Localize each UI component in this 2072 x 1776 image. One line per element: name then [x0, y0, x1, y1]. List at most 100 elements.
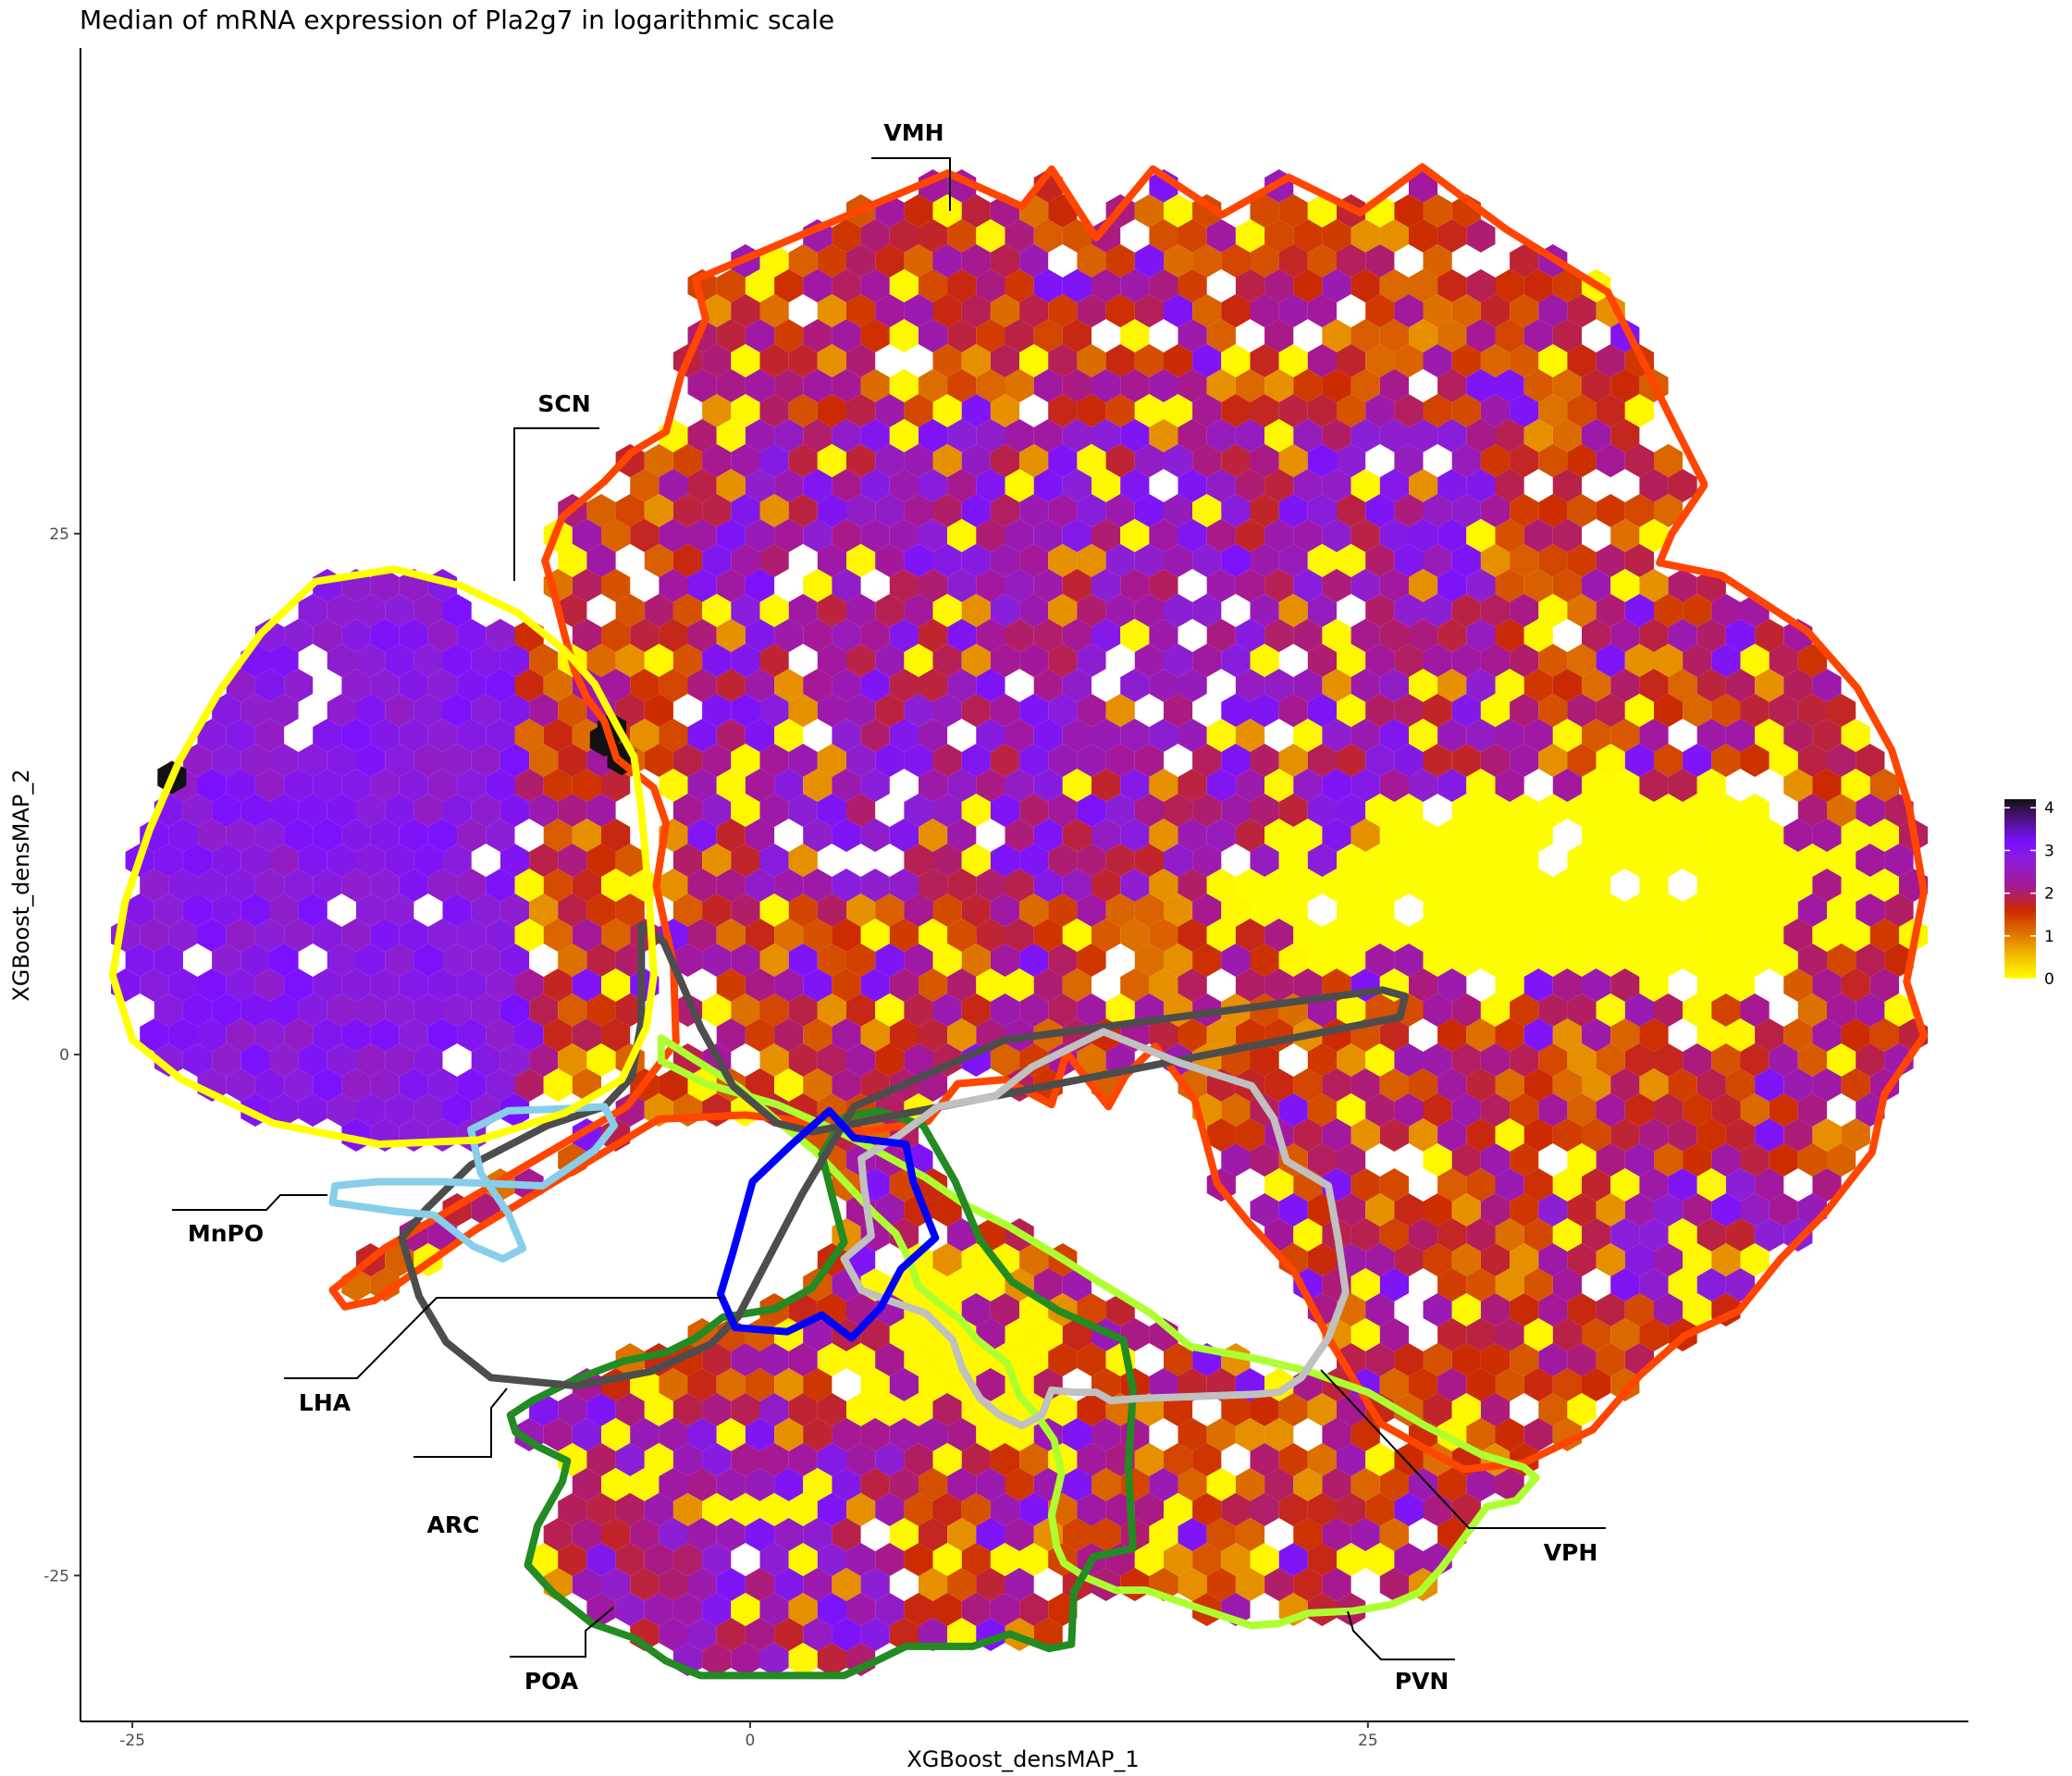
hex-cell [1582, 619, 1611, 652]
hex-cell [427, 769, 458, 802]
hex-cell [1856, 894, 1885, 927]
hex-cell [427, 669, 458, 702]
hex-cell [1019, 594, 1049, 627]
hex-cell [140, 869, 169, 902]
hex-cell [1062, 469, 1092, 502]
hex-cell [1841, 1068, 1870, 1102]
hex-cell [1134, 1443, 1164, 1476]
hex-cell [1120, 519, 1150, 552]
hex-cell [1869, 1018, 1899, 1052]
hex-cell [1235, 469, 1265, 502]
hex-cell [341, 968, 371, 1002]
hex-cell [1510, 644, 1539, 677]
hex-cell [154, 993, 183, 1027]
hex-cell [413, 794, 443, 827]
hex-cell [1711, 594, 1741, 627]
hex-cell [356, 993, 386, 1027]
hex-cell [932, 1493, 962, 1526]
hex-cell [1149, 719, 1178, 752]
hex-cell [1567, 394, 1597, 427]
hex-cell [1178, 519, 1207, 552]
hex-cell [745, 1368, 775, 1401]
hex-cell [457, 1068, 487, 1102]
hex-cell [846, 594, 876, 627]
hex-cell [1812, 968, 1842, 1002]
hex-cell [1683, 744, 1712, 777]
hex-cell [298, 794, 327, 827]
hex-cell [716, 1518, 746, 1551]
hex-cell [1740, 1193, 1770, 1227]
hex-cell [1092, 569, 1121, 602]
hex-cell [1827, 993, 1856, 1027]
hex-cell [702, 1643, 732, 1676]
hex-cell [1307, 194, 1337, 228]
hex-cell [298, 993, 327, 1027]
hex-cell [399, 619, 428, 652]
hex-cell [1495, 1418, 1524, 1451]
hex-cell [745, 419, 775, 452]
hex-cell [1105, 394, 1135, 427]
hex-cell [1379, 569, 1409, 602]
hex-cell [341, 869, 371, 902]
hex-cell [990, 544, 1020, 577]
hex-cell [1307, 944, 1337, 977]
hex-cell [543, 968, 573, 1002]
hex-cell [976, 519, 1005, 552]
hex-cell [846, 644, 876, 677]
hex-cell [875, 244, 905, 278]
hex-cell [457, 619, 487, 652]
hex-cell [1178, 1418, 1207, 1451]
hex-cell [1423, 1393, 1452, 1426]
hex-cell [1711, 1043, 1741, 1077]
hex-cell [1683, 1193, 1712, 1227]
lha-callout-line [284, 1297, 722, 1379]
hex-cell [1293, 1068, 1323, 1102]
hex-cell [889, 1018, 919, 1052]
hex-cell [1077, 1493, 1106, 1526]
hex-cell [832, 269, 861, 302]
hex-cell [1250, 694, 1279, 727]
hex-cell [601, 669, 631, 702]
hex-cell [168, 869, 198, 902]
hex-cell [1437, 669, 1467, 702]
hex-cell [1610, 569, 1640, 602]
hex-cell [1538, 944, 1568, 977]
hex-cell [716, 869, 746, 902]
hex-cell [1596, 494, 1625, 527]
hex-cell [226, 1018, 255, 1052]
hex-cell [846, 294, 876, 327]
hex-cell [731, 894, 760, 927]
hex-cell [731, 794, 760, 827]
hex-cell [774, 1468, 804, 1501]
hex-cell [1696, 968, 1726, 1002]
hex-cell [1322, 1418, 1351, 1451]
hex-cell [1596, 1243, 1625, 1276]
hex-cell [1264, 769, 1294, 802]
hex-cell [1005, 369, 1034, 402]
hex-cell [817, 944, 846, 977]
hex-cell [1033, 469, 1063, 502]
hex-cell [486, 1018, 515, 1052]
hex-cell [1711, 1093, 1741, 1127]
hex-cell [630, 1568, 660, 1601]
hex-cell [1005, 219, 1034, 253]
hex-cell [990, 1443, 1020, 1476]
hex-cell [1510, 744, 1539, 777]
hex-cell [1639, 1168, 1669, 1202]
hex-cell [442, 993, 472, 1027]
hex-cell [947, 869, 977, 902]
hex-cell [846, 1543, 876, 1576]
hex-cell [1552, 1118, 1582, 1152]
hex-cell [1235, 1568, 1265, 1601]
hex-cell [1322, 1068, 1351, 1102]
hex-cell [269, 794, 299, 827]
hex-cell [1841, 819, 1870, 852]
hex-cell [1596, 644, 1625, 677]
hex-cell [1322, 1118, 1351, 1152]
hex-cell [803, 1468, 832, 1501]
hex-cell [1221, 944, 1251, 977]
hex-cell [961, 1493, 991, 1526]
hex-cell [1409, 869, 1438, 902]
hex-cell [586, 1393, 616, 1426]
hex-cell [759, 1393, 789, 1426]
